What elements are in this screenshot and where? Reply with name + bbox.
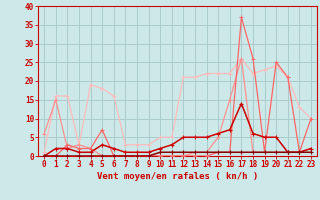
X-axis label: Vent moyen/en rafales ( kn/h ): Vent moyen/en rafales ( kn/h ) bbox=[97, 172, 258, 181]
